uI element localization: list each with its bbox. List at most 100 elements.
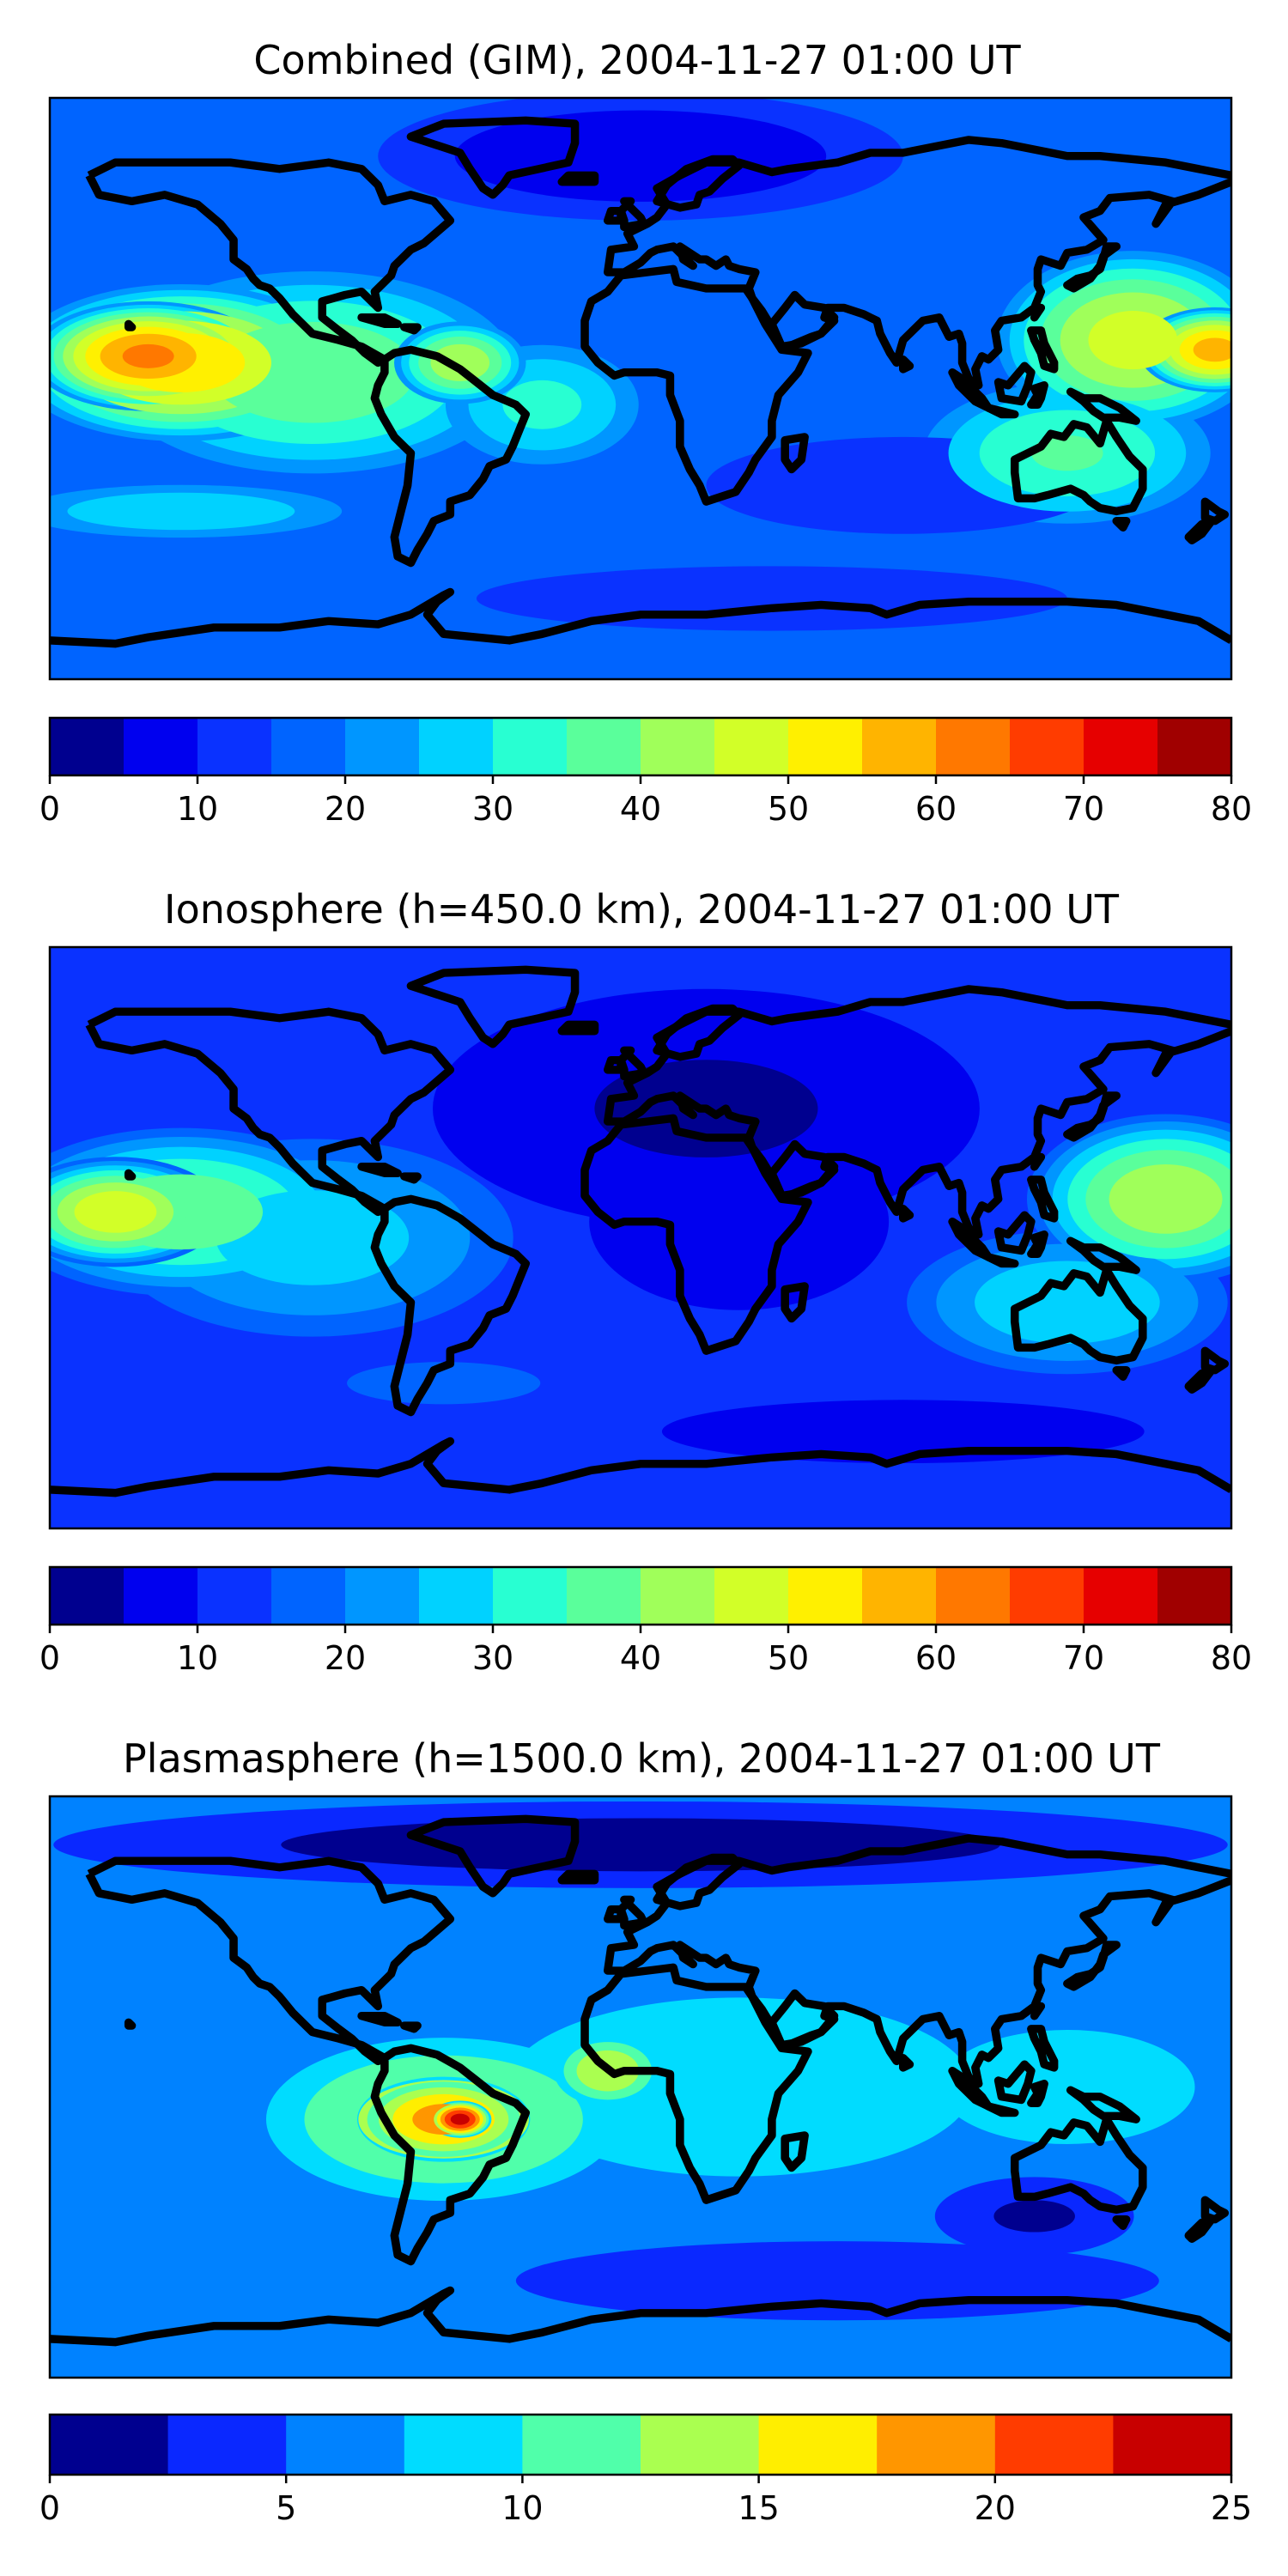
colorbar-segment (50, 1567, 125, 1625)
colorbar-ionosphere: 0 10 20 30 40 50 60 70 80 (39, 1565, 1252, 1677)
colorbar-segment (1010, 1567, 1084, 1625)
colorbar-tick-label: 70 (1063, 1639, 1104, 1677)
tec-contour-field (50, 947, 1231, 1528)
contour-band (122, 343, 174, 368)
colorbar-tick-label: 20 (325, 790, 366, 828)
colorbar-segment (197, 1567, 272, 1625)
colorbar-segment (1010, 718, 1084, 775)
colorbar-segment (404, 2415, 523, 2475)
contour-band (74, 1191, 157, 1233)
colorbar-segment (788, 718, 863, 775)
contour-band (450, 2113, 470, 2125)
colorbar-segment (641, 718, 715, 775)
colorbar-plasmasphere: 0 5 10 15 20 25 (39, 2413, 1252, 2527)
contour-band (216, 1190, 410, 1285)
contour-band (1088, 311, 1178, 370)
panel-plasmasphere: Plasmasphere (h=1500.0 km), 2004-11-27 0… (39, 1735, 1252, 2527)
colorbar-tick-label: 10 (501, 2489, 543, 2527)
colorbar-combined: 0 10 20 30 40 50 60 70 80 (39, 716, 1252, 828)
colorbar-segment (50, 2415, 169, 2475)
contour-band (281, 1818, 1000, 1872)
colorbar-segment (419, 718, 494, 775)
panel-title: Ionosphere (h=450.0 km), 2004-11-27 01:0… (164, 886, 1120, 933)
colorbar-segment (641, 1567, 715, 1625)
map-combined (50, 98, 1231, 679)
colorbar-tick-label: 50 (768, 1639, 809, 1677)
colorbar-segment (567, 1567, 641, 1625)
colorbar-tick-label: 25 (1211, 2489, 1252, 2527)
colorbar-tick-label: 0 (39, 790, 60, 828)
colorbar-tick-label: 80 (1211, 1639, 1252, 1677)
colorbar-tick-label: 40 (620, 1639, 661, 1677)
contour-band (430, 343, 490, 381)
panel-combined: Combined (GIM), 2004-11-27 01:00 UT 0 10 2… (39, 37, 1252, 828)
map-frame (48, 945, 1233, 1530)
colorbar-segment (286, 2415, 405, 2475)
colorbar-tick-label: 70 (1063, 790, 1104, 828)
colorbar-tick-label: 15 (738, 2489, 779, 2527)
colorbar-segment (1084, 1567, 1158, 1625)
map-plasmasphere (50, 1796, 1231, 2378)
colorbar-segment (271, 718, 346, 775)
colorbar-segment (345, 1567, 420, 1625)
colorbar-segment (1157, 718, 1232, 775)
colorbar-segment (1113, 2415, 1232, 2475)
colorbar-tick-label: 5 (276, 2489, 296, 2527)
colorbar-segment (197, 718, 272, 775)
map-frame (48, 1795, 1233, 2379)
colorbar-segment (493, 1567, 568, 1625)
colorbar-segment (493, 718, 568, 775)
colorbar-segment (167, 2415, 287, 2475)
colorbar-tick-label: 40 (620, 790, 661, 828)
colorbar-segment (714, 718, 789, 775)
colorbar-segment (862, 1567, 937, 1625)
colorbar-segment (936, 1567, 1011, 1625)
colorbar-tick-label: 60 (915, 1639, 957, 1677)
colorbar-segment (50, 718, 125, 775)
contour-band (454, 110, 827, 202)
colorbar-tick-label: 20 (325, 1639, 366, 1677)
colorbar-segment (522, 2415, 641, 2475)
contour-band (67, 492, 295, 531)
contour-band (1109, 1163, 1223, 1234)
panel-title: Plasmasphere (h=1500.0 km), 2004-11-27 0… (123, 1735, 1161, 1782)
colorbar-segment (124, 718, 198, 775)
colorbar-tick-label: 10 (177, 790, 218, 828)
colorbar-segment (936, 718, 1011, 775)
colorbar-tick-label: 10 (177, 1639, 218, 1677)
colorbar-tick-label: 30 (472, 790, 513, 828)
colorbar-tick-label: 30 (472, 1639, 513, 1677)
colorbar-segment (788, 1567, 863, 1625)
tec-contour-field (50, 98, 1231, 679)
colorbar-tick-label: 60 (915, 790, 957, 828)
colorbar-segment (419, 1567, 494, 1625)
contour-band (1031, 435, 1103, 471)
colorbar-tick-label: 0 (39, 2489, 60, 2527)
colorbar-segment (124, 1567, 198, 1625)
colorbar-segment (994, 2415, 1114, 2475)
colorbar-segment (641, 2415, 760, 2475)
panel-title: Combined (GIM), 2004-11-27 01:00 UT (253, 37, 1021, 83)
colorbar-segment (567, 718, 641, 775)
colorbar-frame (48, 2413, 1233, 2476)
colorbar-segment (271, 1567, 346, 1625)
colorbar-segment (758, 2415, 878, 2475)
contour-band (589, 1133, 890, 1310)
contour-band (1193, 337, 1231, 362)
colorbar-segment (1084, 718, 1158, 775)
colorbar-tick-label: 50 (768, 790, 809, 828)
colorbar-tick-label: 20 (975, 2489, 1016, 2527)
colorbar-segment (1157, 1567, 1232, 1625)
colorbar-tick-label: 80 (1211, 790, 1252, 828)
colorbar-segment (345, 718, 420, 775)
colorbar-segment (714, 1567, 789, 1625)
colorbar-segment (862, 718, 937, 775)
contour-band (993, 2200, 1075, 2233)
map-ionosphere (50, 947, 1231, 1528)
colorbar-tick-label: 0 (39, 1639, 60, 1677)
colorbar-segment (877, 2415, 996, 2475)
tec-contour-field (50, 1796, 1231, 2378)
panel-ionosphere: Ionosphere (h=450.0 km), 2004-11-27 01:0… (39, 886, 1252, 1677)
map-frame (48, 96, 1233, 681)
